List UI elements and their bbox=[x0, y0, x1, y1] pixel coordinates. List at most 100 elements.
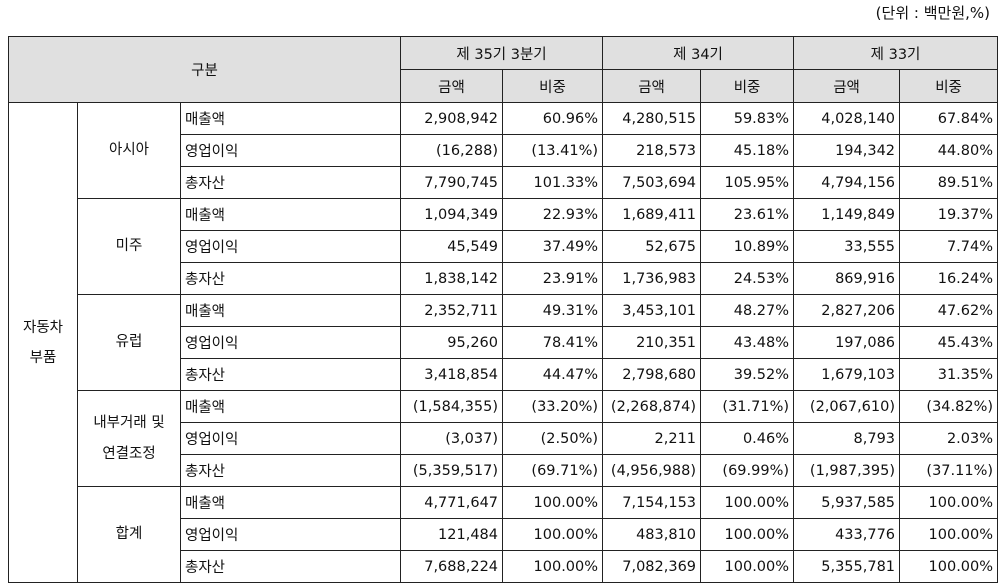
amount-cell: 1,679,103 bbox=[793, 358, 901, 391]
header-ratio: 비중 bbox=[502, 69, 604, 103]
amount-cell: 1,736,983 bbox=[602, 262, 702, 295]
table-row: 자동차 부품 아시아 매출액 2,908,942 60.96% 4,280,515 59.83… bbox=[8, 102, 999, 583]
item-label: 영업이익 bbox=[179, 518, 402, 551]
ratio-cell: 100.00% bbox=[700, 550, 795, 583]
amount-cell: 2,352,711 bbox=[400, 294, 504, 327]
item-label: 영업이익 bbox=[179, 230, 402, 263]
ratio-cell: 100.00% bbox=[700, 486, 795, 519]
ratio-cell: 100.00% bbox=[899, 486, 999, 519]
amount-cell: 1,838,142 bbox=[400, 262, 504, 295]
ratio-cell: 89.51% bbox=[899, 166, 999, 199]
amount-cell: 33,555 bbox=[793, 230, 901, 263]
amount-cell: 7,154,153 bbox=[602, 486, 702, 519]
table-row: 합계 매출액 4,771,647 100.00% 7,154,153 100.00% 5,9… bbox=[9, 486, 999, 583]
ratio-cell: 100.00% bbox=[502, 518, 604, 551]
ratio-cell: 59.83% bbox=[700, 102, 795, 135]
amount-cell: 869,916 bbox=[793, 262, 901, 295]
amount-cell: 5,937,585 bbox=[793, 486, 901, 519]
amount-cell: (1,584,355) bbox=[400, 390, 504, 423]
header-period: 제 33기 bbox=[793, 36, 999, 70]
table-row: 내부거래 및 연결조정 매출액 (1,584,355) (33.20%) (2,268,8… bbox=[9, 390, 999, 487]
amount-cell: (3,037) bbox=[400, 422, 504, 455]
ratio-cell: 23.91% bbox=[502, 262, 604, 295]
header-amount: 금액 bbox=[793, 69, 901, 103]
amount-cell: (1,987,395) bbox=[793, 454, 901, 487]
table-row: 영업이익 121,484 100.00% 483,810 100.00% 433,776 1… bbox=[9, 518, 999, 551]
ratio-cell: (33.20%) bbox=[502, 390, 604, 423]
amount-cell: (4,956,988) bbox=[602, 454, 702, 487]
table-row: 총자산 7,688,224 100.00% 7,082,369 100.00% 5,355… bbox=[9, 550, 999, 583]
amount-cell: 1,149,849 bbox=[793, 198, 901, 231]
ratio-cell: (13.41%) bbox=[502, 134, 604, 167]
table-row: 미주 매출액 1,094,349 22.93% 1,689,411 23.61% 1,149… bbox=[9, 198, 999, 295]
table-row: 총자산 (5,359,517) (69.71%) (4,956,988) (69.99%… bbox=[9, 454, 999, 487]
amount-cell: 433,776 bbox=[793, 518, 901, 551]
amount-cell: 4,771,647 bbox=[400, 486, 504, 519]
region-label: 미주 bbox=[115, 238, 143, 254]
header-row-subcols: 금액 비중 금액 비중 금액 비중 bbox=[9, 69, 999, 103]
ratio-cell: 24.53% bbox=[700, 262, 795, 295]
amount-cell: 2,211 bbox=[602, 422, 702, 455]
ratio-cell: 44.47% bbox=[502, 358, 604, 391]
item-label: 총자산 bbox=[179, 262, 402, 295]
amount-cell: (5,359,517) bbox=[400, 454, 504, 487]
amount-cell: 2,827,206 bbox=[793, 294, 901, 327]
header-category: 구분 bbox=[7, 36, 402, 103]
ratio-cell: 39.52% bbox=[700, 358, 795, 391]
amount-cell: 1,689,411 bbox=[602, 198, 702, 231]
ratio-cell: 23.61% bbox=[700, 198, 795, 231]
ratio-cell: 10.89% bbox=[700, 230, 795, 263]
header-period: 제 34기 bbox=[602, 36, 795, 70]
table-row: 영업이익 (16,288) (13.41%) 218,573 45.18% 194,342… bbox=[9, 134, 999, 167]
ratio-cell: 47.62% bbox=[899, 294, 999, 327]
amount-cell: 8,793 bbox=[793, 422, 901, 455]
region-label: 유럽 bbox=[115, 334, 143, 350]
table-row: 유럽 매출액 2,352,711 49.31% 3,453,101 48.27% 2,827… bbox=[9, 294, 999, 391]
item-label: 매출액 bbox=[179, 102, 402, 135]
region-label: 내부거래 및 bbox=[93, 414, 165, 431]
ratio-cell: (31.71%) bbox=[700, 390, 795, 423]
region-label: 연결조정 bbox=[102, 445, 156, 462]
ratio-cell: 22.93% bbox=[502, 198, 604, 231]
amount-cell: 4,794,156 bbox=[793, 166, 901, 199]
ratio-cell: 105.95% bbox=[700, 166, 795, 199]
region-label: 합계 bbox=[115, 526, 143, 542]
amount-cell: 218,573 bbox=[602, 134, 702, 167]
amount-cell: 121,484 bbox=[400, 518, 504, 551]
amount-cell: (16,288) bbox=[400, 134, 504, 167]
ratio-cell: 44.80% bbox=[899, 134, 999, 167]
amount-cell: 2,798,680 bbox=[602, 358, 702, 391]
amount-cell: 1,094,349 bbox=[400, 198, 504, 231]
table-row: 영업이익 95,260 78.41% 210,351 43.48% 197,086 45.4… bbox=[9, 326, 999, 359]
ratio-cell: (37.11%) bbox=[899, 454, 999, 487]
table-row: 총자산 1,838,142 23.91% 1,736,983 24.53% 869,916… bbox=[9, 262, 999, 295]
item-label: 총자산 bbox=[179, 166, 402, 199]
header-period: 제 35기 3분기 bbox=[400, 36, 604, 70]
ratio-cell: (2.50%) bbox=[502, 422, 604, 455]
ratio-cell: 45.43% bbox=[899, 326, 999, 359]
table-row: 총자산 3,418,854 44.47% 2,798,680 39.52% 1,679,1… bbox=[9, 358, 999, 391]
ratio-cell: (69.71%) bbox=[502, 454, 604, 487]
header-ratio: 비중 bbox=[700, 69, 795, 103]
item-label: 매출액 bbox=[179, 390, 402, 423]
amount-cell: 3,418,854 bbox=[400, 358, 504, 391]
region-cell: 유럽 bbox=[77, 294, 181, 391]
ratio-cell: 31.35% bbox=[899, 358, 999, 391]
amount-cell: 45,549 bbox=[400, 230, 504, 263]
amount-cell: 95,260 bbox=[400, 326, 504, 359]
item-label: 매출액 bbox=[179, 486, 402, 519]
amount-cell: 483,810 bbox=[602, 518, 702, 551]
ratio-cell: 43.48% bbox=[700, 326, 795, 359]
segment-cell: 자동차 부품 bbox=[8, 102, 78, 583]
amount-cell: 52,675 bbox=[602, 230, 702, 263]
item-label: 영업이익 bbox=[179, 326, 402, 359]
ratio-cell: 37.49% bbox=[502, 230, 604, 263]
header-ratio: 비중 bbox=[899, 69, 999, 103]
header-row-periods: 구분 제 35기 3분기 제 34기 제 33기 bbox=[7, 36, 999, 103]
region-cell: 합계 bbox=[77, 486, 181, 583]
ratio-cell: 16.24% bbox=[899, 262, 999, 295]
item-label: 매출액 bbox=[179, 294, 402, 327]
ratio-cell: 7.74% bbox=[899, 230, 999, 263]
segment-financial-table: 구분 제 35기 3분기 제 34기 제 33기 금액 비중 금액 비중 금액 … bbox=[7, 36, 999, 583]
